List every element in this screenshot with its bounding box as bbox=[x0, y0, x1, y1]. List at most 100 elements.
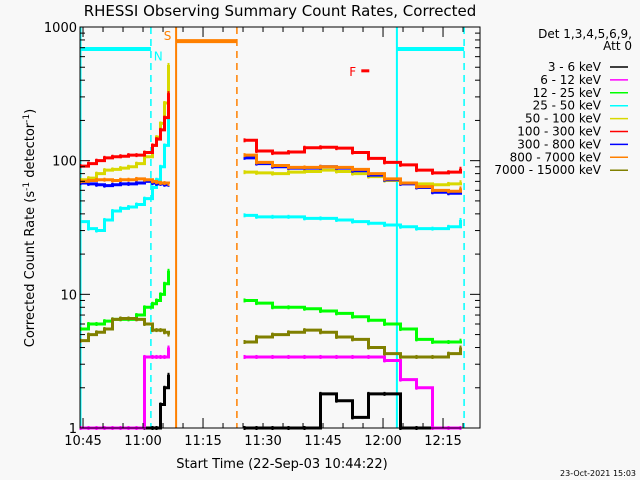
data-point bbox=[287, 170, 290, 175]
x-tick-label: 11:45 bbox=[304, 434, 341, 449]
data-point bbox=[271, 305, 274, 310]
data-point bbox=[243, 155, 246, 160]
data-point bbox=[383, 391, 386, 396]
data-point bbox=[135, 176, 138, 181]
data-point bbox=[87, 332, 90, 337]
data-point bbox=[255, 354, 258, 359]
data-point bbox=[111, 317, 114, 322]
data-point bbox=[351, 354, 354, 359]
data-point bbox=[335, 354, 338, 359]
data-point bbox=[119, 177, 122, 182]
data-point bbox=[163, 330, 166, 335]
data-point bbox=[319, 216, 322, 221]
data-point bbox=[95, 330, 98, 335]
data-point bbox=[167, 268, 170, 273]
data-point bbox=[111, 154, 114, 159]
y-axis-label-sup1: -1 bbox=[22, 182, 32, 191]
data-point bbox=[87, 176, 90, 181]
data-point bbox=[103, 177, 106, 182]
data-point bbox=[151, 185, 154, 190]
data-point bbox=[127, 181, 130, 186]
data-point bbox=[367, 156, 370, 161]
series-line bbox=[80, 374, 170, 430]
data-point bbox=[367, 318, 370, 323]
data-point bbox=[151, 354, 154, 359]
data-point bbox=[459, 166, 462, 171]
data-point bbox=[119, 166, 122, 171]
data-point bbox=[303, 216, 306, 221]
legend-header: Det 1,3,4,5,6,9, bbox=[538, 27, 632, 41]
data-point bbox=[255, 149, 258, 154]
y-axis-label-end: ) bbox=[23, 109, 38, 114]
data-point bbox=[127, 316, 130, 321]
data-point bbox=[151, 143, 154, 148]
data-point bbox=[155, 137, 158, 142]
data-point bbox=[103, 168, 106, 173]
x-axis-label: Start Time (22-Sep-03 10:44:22) bbox=[176, 457, 387, 472]
flag-label: N bbox=[154, 50, 163, 64]
data-point bbox=[95, 228, 98, 233]
data-point bbox=[415, 226, 418, 231]
data-point bbox=[399, 224, 402, 229]
data-point bbox=[95, 158, 98, 163]
data-point bbox=[243, 339, 246, 344]
data-point bbox=[383, 176, 386, 181]
data-point bbox=[95, 182, 98, 187]
data-point bbox=[431, 182, 434, 187]
data-point bbox=[167, 91, 170, 96]
series-100-300-keV bbox=[79, 91, 462, 175]
plot-frame bbox=[79, 26, 481, 429]
data-point bbox=[415, 168, 418, 173]
data-point bbox=[431, 170, 434, 175]
data-point bbox=[303, 165, 306, 170]
data-point bbox=[135, 202, 138, 207]
data-point bbox=[87, 178, 90, 183]
data-point bbox=[351, 171, 354, 176]
x-tick-label: 11:30 bbox=[244, 434, 281, 449]
data-point bbox=[243, 153, 246, 158]
data-point bbox=[431, 354, 434, 359]
data-point bbox=[163, 385, 166, 390]
data-point bbox=[271, 332, 274, 337]
data-point bbox=[143, 321, 146, 326]
data-point bbox=[271, 214, 274, 219]
data-point bbox=[155, 180, 158, 185]
data-point bbox=[351, 150, 354, 155]
series-line bbox=[80, 316, 170, 343]
data-point bbox=[163, 143, 166, 148]
data-point bbox=[127, 164, 130, 169]
data-point bbox=[119, 316, 122, 321]
series-line bbox=[80, 347, 170, 430]
data-point bbox=[287, 150, 290, 155]
data-point bbox=[319, 391, 322, 396]
data-point bbox=[87, 226, 90, 231]
data-point bbox=[155, 298, 158, 303]
data-point bbox=[415, 385, 418, 390]
data-point bbox=[143, 354, 146, 359]
data-point bbox=[383, 358, 386, 363]
y-axis-label-main: Corrected Count Rate (s bbox=[23, 191, 38, 348]
data-point bbox=[319, 168, 322, 173]
data-point bbox=[335, 165, 338, 170]
data-point bbox=[135, 313, 138, 318]
data-point bbox=[287, 305, 290, 310]
data-point bbox=[431, 226, 434, 231]
data-point bbox=[159, 121, 162, 126]
chart-title: RHESSI Observing Summary Count Rates, Co… bbox=[84, 2, 477, 20]
data-point bbox=[383, 351, 386, 356]
y-tick-label: 100 bbox=[52, 155, 77, 170]
series-line bbox=[80, 93, 170, 168]
data-point bbox=[287, 354, 290, 359]
data-point bbox=[119, 154, 122, 159]
data-point bbox=[159, 292, 162, 297]
series-25-50-keV bbox=[79, 107, 462, 233]
data-point bbox=[335, 217, 338, 222]
data-point bbox=[459, 217, 462, 222]
series-line bbox=[244, 392, 461, 430]
data-point bbox=[167, 62, 170, 67]
y-tick-label: 1000 bbox=[44, 21, 77, 36]
data-point bbox=[459, 180, 462, 185]
x-tick-label: 12:00 bbox=[364, 434, 401, 449]
legend-label: 100 - 300 keV bbox=[517, 125, 601, 139]
